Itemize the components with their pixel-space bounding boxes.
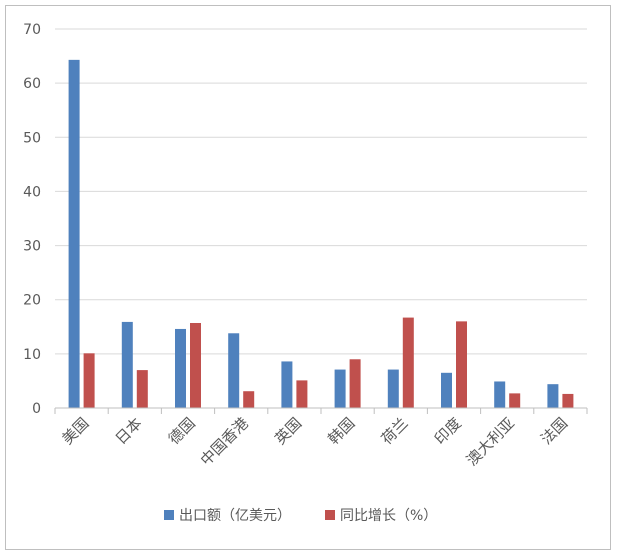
x-category-label: 韩国 [324,414,358,448]
x-category-label: 德国 [165,414,199,448]
bar-export [175,328,186,408]
bar-export [121,321,133,408]
y-axis: 0 10 20 30 40 50 60 70 [23,22,41,417]
bar-export [494,381,506,408]
bar-growth [402,317,414,408]
bar-growth [83,353,95,408]
legend: 出口额（亿美元） 同比增长（%） [164,508,437,524]
bar-export [441,372,452,408]
bar-growth [349,359,361,408]
y-tick-label: 10 [23,347,41,363]
legend-swatch [325,510,335,520]
bar-export [547,384,559,408]
bar-growth [190,322,201,408]
gridlines [55,28,587,355]
chart-frame [5,5,611,550]
y-tick-label: 60 [23,76,41,92]
bar-growth [243,391,255,408]
x-category-label: 澳大利亚 [463,414,518,469]
bar-growth [136,370,148,408]
x-category-label: 印度 [431,414,465,448]
y-tick-label: 30 [23,239,41,255]
bar-growth [509,393,521,408]
bar-growth [456,321,467,408]
bar-export [68,59,80,409]
bar-export [387,369,399,408]
y-tick-label: 50 [23,130,41,146]
bar-growth [562,393,574,408]
y-tick-label: 40 [23,184,41,200]
x-category-label: 英国 [271,414,305,448]
legend-label: 同比增长（%） [340,508,437,524]
x-category-label: 日本 [112,414,146,448]
x-category-label: 法国 [537,414,571,448]
bar-export [228,333,240,408]
y-tick-label: 0 [32,401,41,417]
bar-export [334,369,346,408]
y-tick-label: 70 [23,22,41,38]
y-tick-label: 20 [23,293,41,309]
legend-swatch [164,510,174,520]
x-category-label: 美国 [58,414,92,448]
bar-growth [296,380,308,408]
x-category-label: 荷兰 [378,414,412,448]
x-category-label: 中国香港 [197,414,252,469]
bars [68,59,574,409]
legend-label: 出口额（亿美元） [179,508,291,524]
bar-export [281,361,293,408]
